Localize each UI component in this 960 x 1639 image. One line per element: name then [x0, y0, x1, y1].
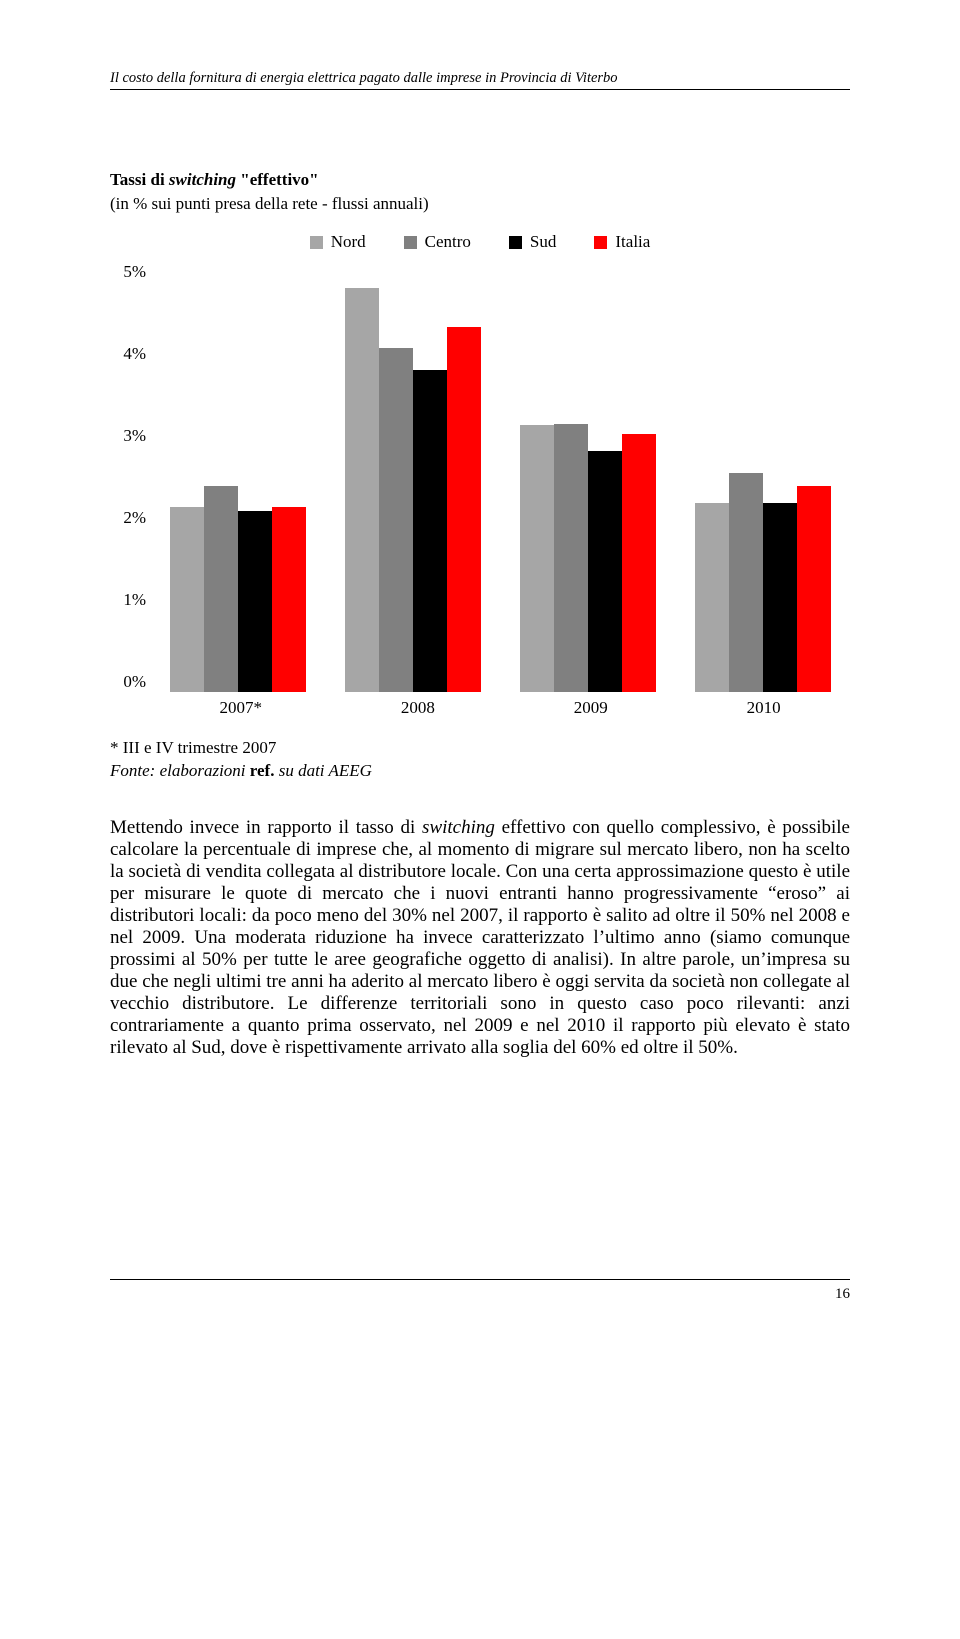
legend-swatch [509, 236, 522, 249]
legend-label: Centro [425, 232, 471, 252]
legend-label: Nord [331, 232, 366, 252]
page-header: Il costo della fornitura di energia elet… [110, 70, 850, 87]
bar [588, 451, 622, 692]
chart-source-suffix: su dati AEEG [274, 761, 371, 780]
chart-note: * III e IV trimestre 2007 [110, 738, 850, 758]
legend-label: Italia [615, 232, 650, 252]
y-tick: 4% [112, 344, 146, 364]
chart-source: Fonte: elaborazioni ref. su dati AEEG [110, 761, 850, 781]
header-rule [110, 89, 850, 90]
bar [170, 507, 204, 692]
bar [729, 473, 763, 692]
x-tick: 2009 [574, 698, 608, 718]
bar [554, 424, 588, 692]
bar [520, 425, 554, 692]
bar [797, 486, 831, 692]
legend-label: Sud [530, 232, 556, 252]
chart-legend: Nord Centro Sud Italia [110, 232, 850, 252]
y-tick: 5% [112, 262, 146, 282]
chart-y-axis: 5% 4% 3% 2% 1% 0% [112, 262, 146, 692]
chart-bars [150, 262, 850, 692]
legend-swatch [310, 236, 323, 249]
page-number: 16 [110, 1286, 850, 1303]
bar [379, 348, 413, 692]
legend-item: Italia [594, 232, 650, 252]
y-tick: 0% [112, 672, 146, 692]
bar-group [345, 288, 481, 692]
chart-plot-area: 5%4%3%2%1%0% [150, 262, 850, 692]
body-paragraph: Mettendo invece in rapporto il tasso di … [110, 817, 850, 1059]
bar-group [520, 424, 656, 692]
chart-x-axis: 2007* 2008 2009 2010 [150, 698, 850, 718]
bar [345, 288, 379, 692]
bar-group [170, 486, 306, 692]
chart-title-italic: switching [169, 170, 236, 189]
legend-swatch [404, 236, 417, 249]
legend-item: Nord [310, 232, 366, 252]
chart-title-prefix: Tassi di [110, 170, 169, 189]
legend-item: Sud [509, 232, 556, 252]
chart-source-prefix: Fonte: elaborazioni [110, 761, 250, 780]
chart-subtitle: (in % sui punti presa della rete - fluss… [110, 194, 850, 214]
bar [622, 434, 656, 692]
bar [763, 503, 797, 692]
bar [272, 507, 306, 692]
bar [204, 486, 238, 692]
x-tick: 2007* [219, 698, 262, 718]
y-tick: 3% [112, 426, 146, 446]
y-tick: 1% [112, 590, 146, 610]
bar [238, 511, 272, 692]
bar-group [695, 473, 831, 692]
legend-item: Centro [404, 232, 471, 252]
x-tick: 2010 [747, 698, 781, 718]
chart-title: Tassi di switching "effettivo" [110, 170, 850, 190]
footer-rule [110, 1279, 850, 1280]
bar [413, 370, 447, 693]
bar [447, 327, 481, 693]
chart-source-ref: ref. [250, 761, 275, 780]
x-tick: 2008 [401, 698, 435, 718]
y-tick: 2% [112, 508, 146, 528]
legend-swatch [594, 236, 607, 249]
chart-title-suffix: "effettivo" [236, 170, 319, 189]
bar [695, 503, 729, 692]
